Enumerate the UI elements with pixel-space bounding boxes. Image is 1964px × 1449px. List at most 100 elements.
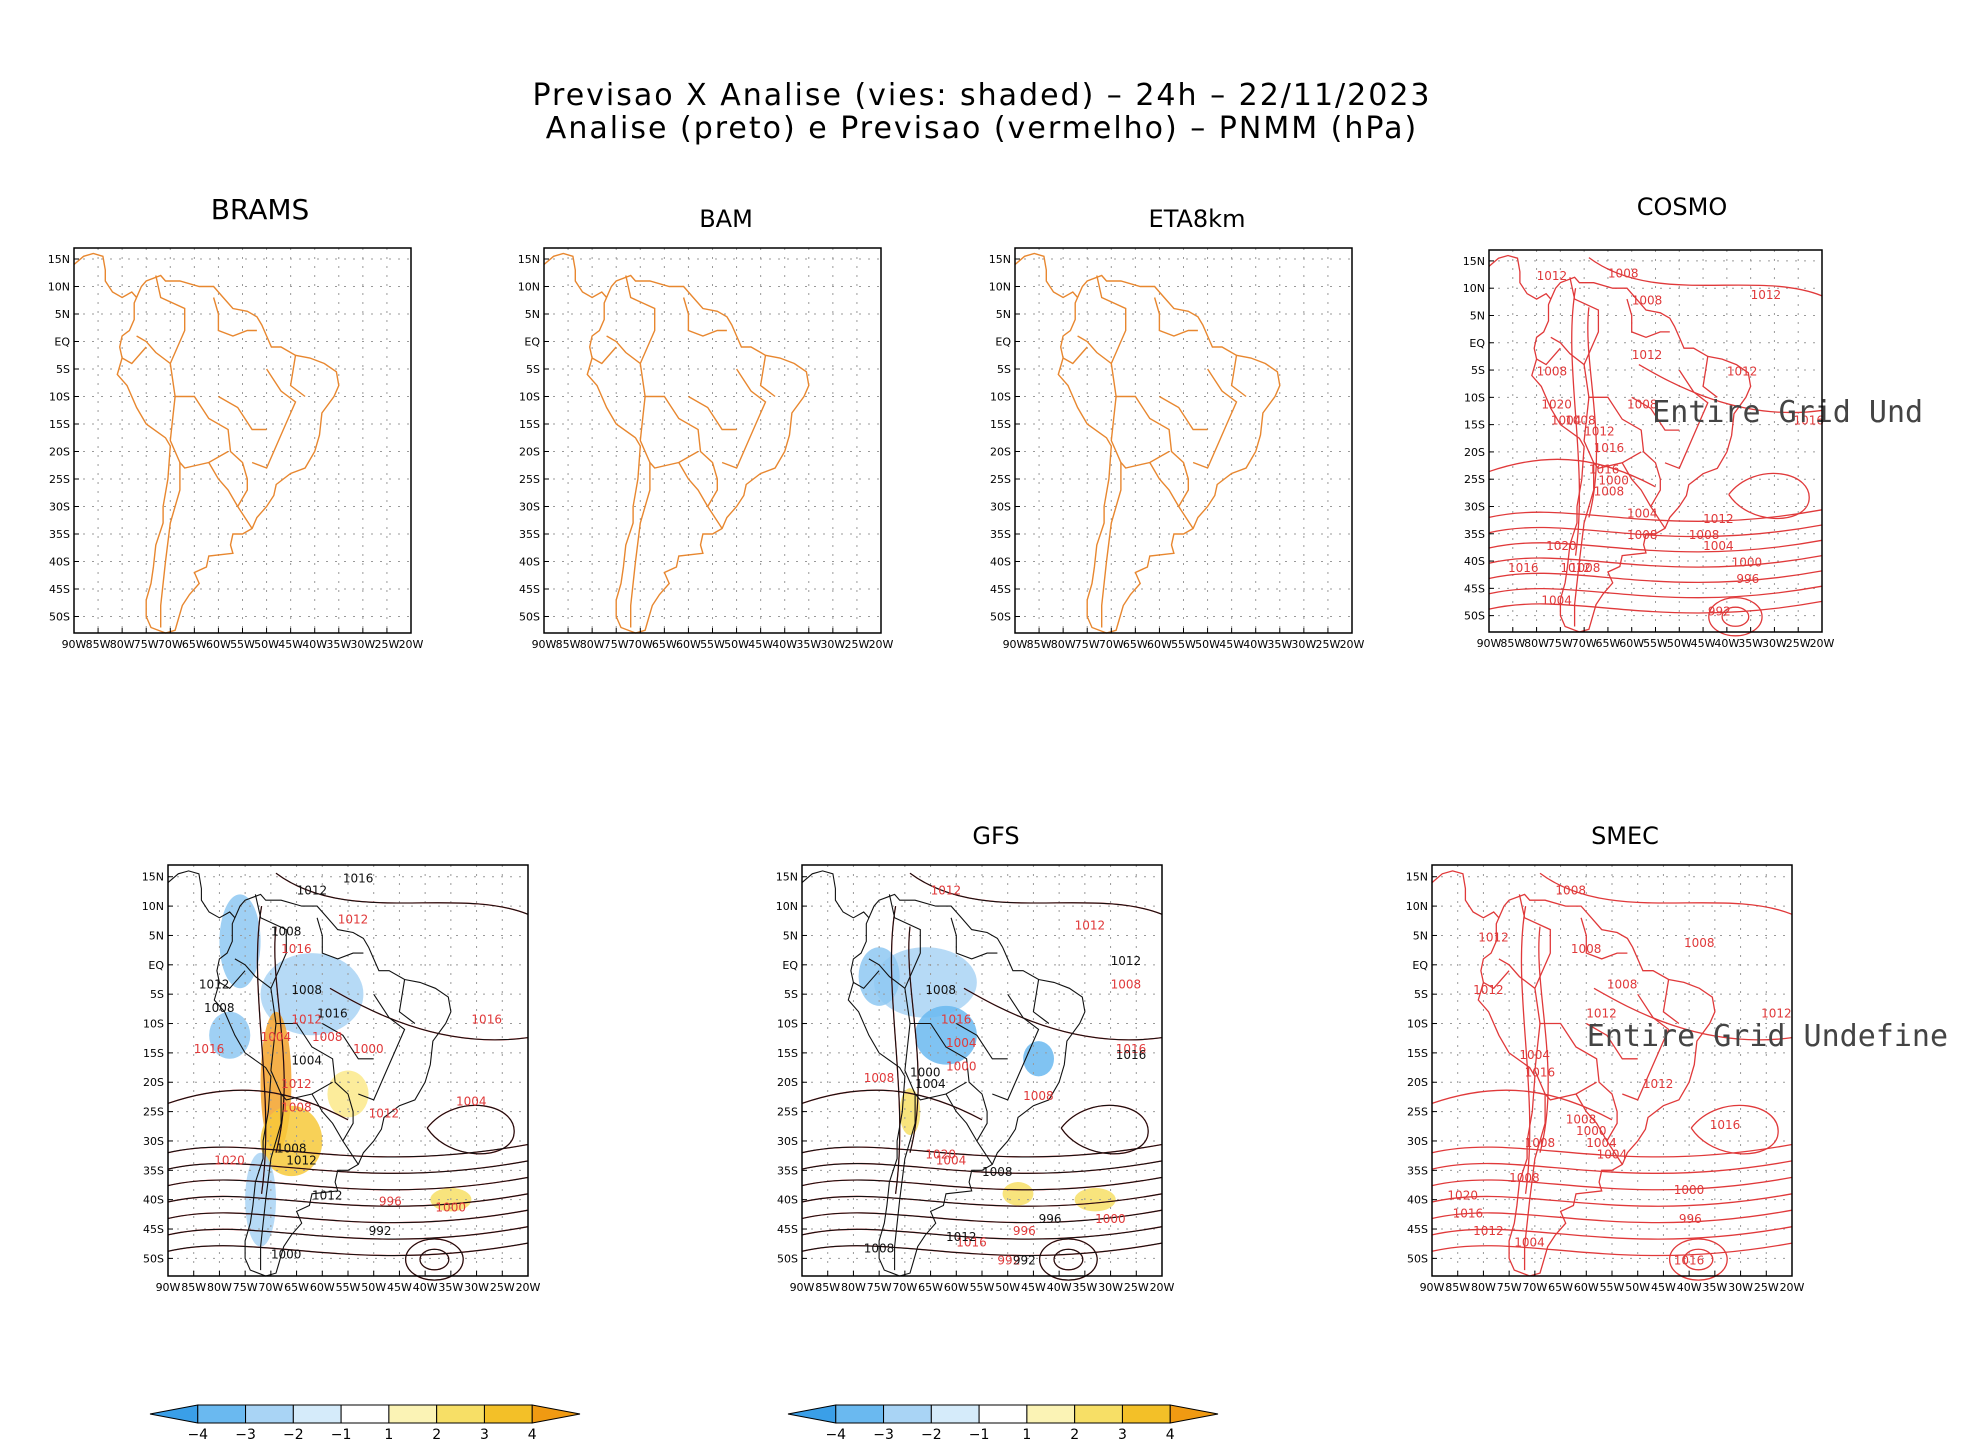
contour-label: 996 <box>1679 1212 1702 1226</box>
analysis-isobar <box>801 1160 1163 1174</box>
lon-tick-label: 60W <box>944 1281 969 1294</box>
contour-label: 1004 <box>1551 414 1582 428</box>
analysis-isobar <box>167 1143 529 1158</box>
country-border <box>234 958 359 1165</box>
contour-label: 1016 <box>1116 1048 1147 1062</box>
lat-tick-label: 10S <box>1407 1018 1428 1031</box>
lat-tick-label: 45S <box>777 1223 798 1236</box>
coastline <box>1477 893 1716 1277</box>
forecast-isobar <box>1060 1104 1149 1155</box>
country-border <box>688 395 737 431</box>
lat-tick-label: EQ <box>54 336 70 349</box>
lon-tick-label: 35W <box>326 638 351 651</box>
contour-label: 1008 <box>1555 883 1586 897</box>
lon-tick-label: 90W <box>532 638 557 651</box>
lon-tick-label: 50W <box>995 1281 1020 1294</box>
lat-tick-label: 25S <box>990 473 1011 486</box>
country-border <box>218 395 267 431</box>
country-border <box>625 275 656 364</box>
country-border <box>1621 462 1652 507</box>
country-border <box>678 462 709 507</box>
lat-tick-label: 15N <box>1406 871 1428 884</box>
p-brams-svg: 15N 10N 5N EQ 5S 10S 15S 20S 25S 30S 35S 40S 45S 50S 9… <box>48 247 424 651</box>
contour-label: 992 <box>997 1253 1020 1267</box>
bias-shading <box>260 953 364 1036</box>
analysis-isobar <box>167 1089 349 1121</box>
colorbar-svg: −4 −3 −2 −1 1 2 3 4 <box>149 1404 581 1443</box>
contour-label: 1016 <box>471 1013 502 1027</box>
country-border <box>358 993 406 1101</box>
country-border <box>1583 397 1642 470</box>
contour-label: 1012 <box>931 883 962 897</box>
country-border <box>316 917 364 960</box>
analysis-isobar <box>909 872 1163 915</box>
lon-tick-label: 25W <box>1124 1281 1149 1294</box>
country-border <box>868 958 993 1165</box>
contour-label: 1016 <box>1674 1253 1705 1267</box>
contour-label: 1000 <box>910 1065 941 1079</box>
contour-label: 1012 <box>1075 919 1106 933</box>
contour-label: 1008 <box>291 983 322 997</box>
lon-tick-label: 40W <box>772 638 797 651</box>
lon-tick-label: 70W <box>258 1281 283 1294</box>
lon-tick-label: 70W <box>892 1281 917 1294</box>
bias-shading <box>915 1005 977 1065</box>
analysis-isobar <box>167 1176 529 1191</box>
lat-tick-label: 15S <box>777 1047 798 1060</box>
lon-tick-label: 30W <box>1098 1281 1123 1294</box>
country-border <box>894 1094 916 1271</box>
lat-tick-label: 45S <box>143 1223 164 1236</box>
lat-tick-label: EQ <box>1469 337 1485 350</box>
contour-label: 996 <box>1736 572 1759 586</box>
forecast-isobar <box>1728 472 1810 520</box>
country-border <box>1580 917 1628 960</box>
lon-tick-label: 20W <box>1810 637 1835 650</box>
analysis-isobar <box>329 987 529 1041</box>
lat-tick-label: 40S <box>990 556 1011 569</box>
central-america-coast <box>1014 252 1079 299</box>
lon-tick-label: 80W <box>1524 637 1549 650</box>
country-border <box>1100 462 1122 628</box>
country-border <box>212 297 257 337</box>
lon-tick-label: 65W <box>284 1281 309 1294</box>
country-border <box>136 335 253 529</box>
contour-label: 1008 <box>281 1101 312 1115</box>
lon-tick-label: 50W <box>1667 637 1692 650</box>
lat-tick-label: 15N <box>1463 255 1485 268</box>
contour-label: 1008 <box>204 1001 235 1015</box>
contour-label: 1012 <box>286 1153 317 1167</box>
forecast-isobar <box>1431 1143 1793 1158</box>
country-border <box>1077 335 1194 529</box>
lat-tick-label: 15S <box>143 1047 164 1060</box>
figure-title-line1: Previsao X Analise (vies: shaded) – 24h … <box>532 78 1432 113</box>
p-smec-svg: 1008 1012 1008 1012 1012 1008 1008 1004 1012 1016… <box>1406 864 1948 1294</box>
map-frame <box>1431 864 1793 1277</box>
country-border <box>1550 336 1666 529</box>
contour-label: 1016 <box>956 1236 987 1250</box>
lon-tick-label: 55W <box>336 1281 361 1294</box>
contour-label: 1000 <box>946 1060 977 1074</box>
central-america-coast <box>801 870 870 919</box>
lat-tick-label: 5N <box>1413 929 1428 942</box>
country-border <box>1534 1023 1597 1101</box>
lat-tick-label: 5N <box>783 929 798 942</box>
country-border <box>254 894 287 989</box>
colorbar-swatch <box>292 1404 342 1424</box>
country-border <box>1631 396 1680 431</box>
lon-tick-label: 75W <box>233 1281 258 1294</box>
contour-label: 1016 <box>194 1042 225 1056</box>
country-border <box>1230 355 1247 398</box>
forecast-isobar <box>1431 1160 1793 1174</box>
panel-title-eta: ETA8km <box>1148 205 1246 233</box>
contour-label: 996 <box>1039 1212 1062 1226</box>
p-gfs-svg: 1012101210121008100810161004100010161016… <box>776 864 1175 1294</box>
lat-tick-label: 40S <box>519 556 540 569</box>
lon-tick-label: 50W <box>1195 638 1220 651</box>
lon-tick-label: 60W <box>310 1281 335 1294</box>
lon-tick-label: 75W <box>1075 638 1100 651</box>
lon-tick-label: 70W <box>158 638 183 651</box>
forecast-isobar <box>1488 600 1823 614</box>
country-border <box>1664 369 1709 470</box>
country-border <box>1622 993 1670 1101</box>
